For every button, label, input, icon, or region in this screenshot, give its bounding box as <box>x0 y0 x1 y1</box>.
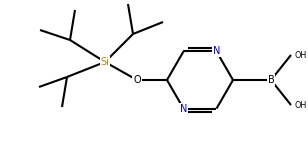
Text: Si: Si <box>101 57 109 67</box>
Text: OH: OH <box>295 100 307 109</box>
Text: O: O <box>133 75 141 85</box>
Text: N: N <box>213 46 220 56</box>
Text: OH: OH <box>295 51 307 60</box>
Text: B: B <box>268 75 274 85</box>
Text: N: N <box>180 104 187 114</box>
